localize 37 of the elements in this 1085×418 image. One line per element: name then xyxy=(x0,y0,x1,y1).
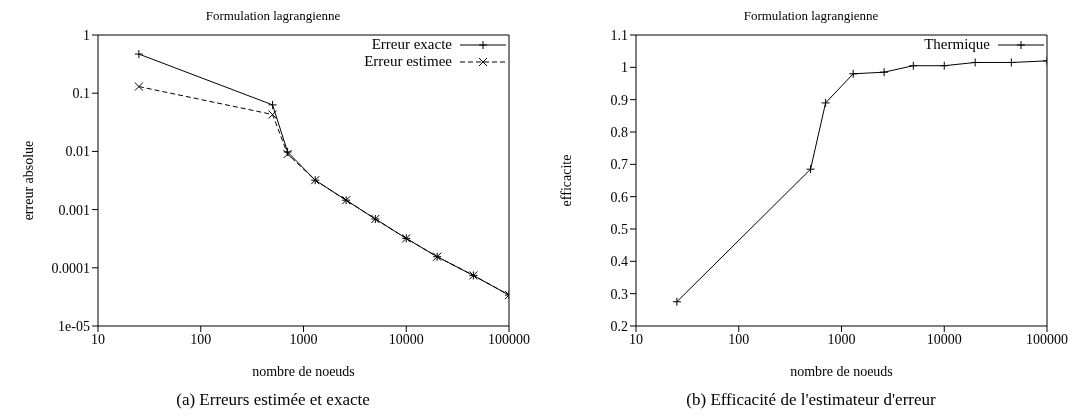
y-tick-label: 1 xyxy=(83,27,90,43)
x-axis-title: nombre de noeuds xyxy=(252,364,355,379)
x-tick-label: 100000 xyxy=(488,331,530,347)
y-axis-title: efficacite xyxy=(558,154,574,207)
x-tick-label: 10000 xyxy=(926,331,962,347)
y-tick-label: 1 xyxy=(621,60,628,76)
y-tick-label: 0.3 xyxy=(610,286,628,302)
chart-title: Formulation lagrangienne xyxy=(742,8,880,25)
x-tick-label: 100 xyxy=(190,331,212,347)
x-tick-label: 10000 xyxy=(388,331,424,347)
y-tick-label: 0.7 xyxy=(610,157,628,173)
x-tick-label: 1000 xyxy=(827,331,856,347)
y-tick-label: 0.8 xyxy=(610,124,628,140)
y-tick-label: 0.1 xyxy=(72,86,90,102)
legend-label: Erreur estimee xyxy=(364,53,452,70)
text: (a) Erreurs estimée et exacte xyxy=(175,390,371,410)
text: (b) Efficacité de l'estimateur d'erreur xyxy=(685,390,937,410)
y-tick-label: 0.5 xyxy=(610,221,628,237)
y-tick-label: 0.001 xyxy=(58,202,90,218)
y-tick-label: 1.1 xyxy=(610,27,628,43)
y-tick-label: 0.4 xyxy=(610,254,628,270)
x-tick-label: 100 xyxy=(728,331,750,347)
y-axis-title: erreur absolue xyxy=(20,140,36,221)
x-tick-label: 1000 xyxy=(289,331,318,347)
y-tick-label: 0.6 xyxy=(610,189,628,205)
legend-label: Erreur exacte xyxy=(371,36,452,53)
y-tick-label: 0.2 xyxy=(610,318,628,334)
x-axis-title: nombre de noeuds xyxy=(790,364,893,379)
y-tick-label: 0.9 xyxy=(610,92,628,108)
y-tick-label: 1e-05 xyxy=(58,318,90,334)
chart-title: Formulation lagrangienne xyxy=(204,8,342,25)
y-tick-label: 0.0001 xyxy=(51,260,90,276)
x-tick-label: 10 xyxy=(91,331,105,347)
y-tick-label: 0.01 xyxy=(65,144,90,160)
legend-label: Thermique xyxy=(924,36,990,53)
x-tick-label: 100000 xyxy=(1026,331,1068,347)
x-tick-label: 10 xyxy=(629,331,643,347)
